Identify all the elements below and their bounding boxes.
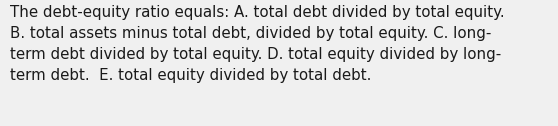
Text: The debt-equity ratio equals: A. total debt divided by total equity.
B. total as: The debt-equity ratio equals: A. total d…: [10, 5, 504, 83]
